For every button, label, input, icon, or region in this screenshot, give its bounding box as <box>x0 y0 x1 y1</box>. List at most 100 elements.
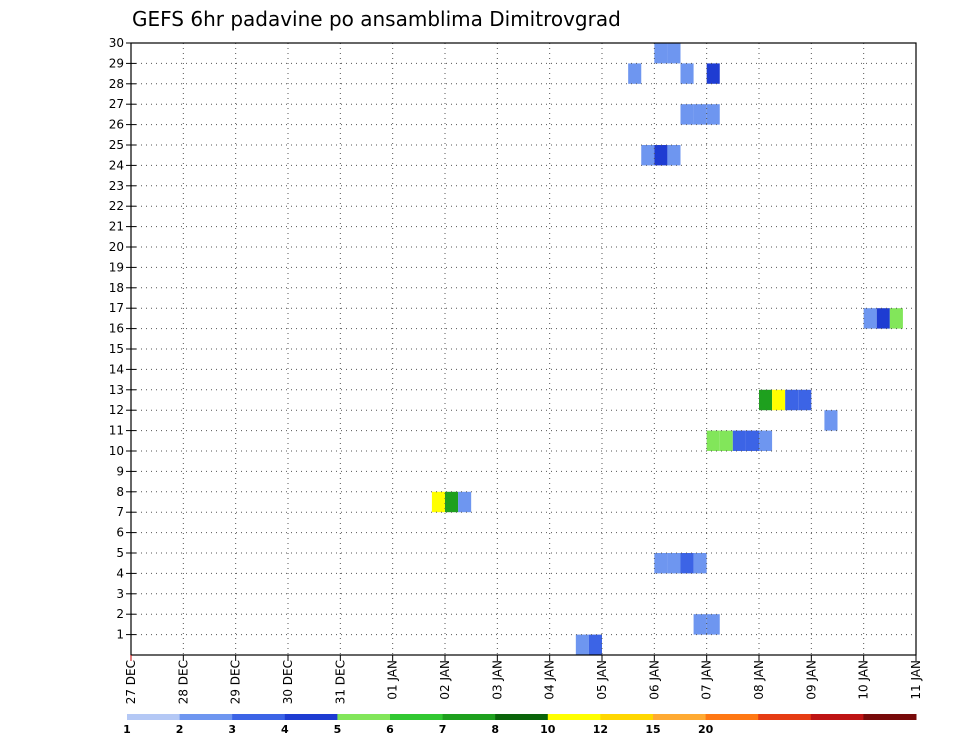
data-cell <box>745 430 759 451</box>
y-tick-label: 3 <box>116 587 124 601</box>
data-cell <box>706 63 720 84</box>
x-tick-label: 01 JAN <box>386 660 400 700</box>
chart-title: GEFS 6hr padavine po ansamblima Dimitrov… <box>132 7 621 31</box>
data-cell <box>719 430 733 451</box>
colorbar: 1 2 3 4 5 6 7 8 10 12 15 20 <box>123 714 917 736</box>
data-cell <box>759 430 773 451</box>
colorbar-segment <box>232 714 286 720</box>
x-tick-label: 27 DEC <box>124 660 138 704</box>
colorbar-segment <box>810 714 864 720</box>
y-tick-label: 23 <box>109 179 124 193</box>
x-tick-label: 31 DEC <box>333 660 347 704</box>
y-tick-label: 13 <box>109 383 124 397</box>
data-cell <box>706 104 720 125</box>
y-tick-label: 26 <box>109 118 124 132</box>
y-tick-label: 12 <box>109 403 124 417</box>
data-cell <box>876 308 890 329</box>
colorbar-label: 15 <box>645 723 660 736</box>
data-cell <box>667 43 681 64</box>
colorbar-label: 7 <box>439 723 447 736</box>
data-cell <box>863 308 877 329</box>
x-tick-label: 02 JAN <box>438 660 452 700</box>
y-tick-label: 5 <box>116 546 124 560</box>
colorbar-segment <box>179 714 233 720</box>
data-cell <box>575 634 589 655</box>
grid-lines <box>131 43 916 655</box>
x-tick-label: 29 DEC <box>229 660 243 704</box>
colorbar-segment <box>495 714 549 720</box>
x-tick-label: 28 DEC <box>176 660 190 704</box>
colorbar-label: 12 <box>593 723 608 736</box>
colorbar-label: 6 <box>386 723 394 736</box>
y-tick-label: 28 <box>109 77 124 91</box>
y-tick-label: 4 <box>116 566 124 580</box>
colorbar-segment <box>600 714 654 720</box>
colorbar-segment <box>127 714 181 720</box>
data-cell <box>458 491 472 513</box>
colorbar-label: 8 <box>491 723 499 736</box>
colorbar-segment <box>758 714 812 720</box>
data-cell <box>732 430 746 451</box>
colorbar-label: 20 <box>698 723 714 736</box>
colorbar-segment <box>863 714 917 720</box>
y-tick-label: 14 <box>109 362 124 376</box>
data-cell <box>628 63 642 84</box>
x-tick-label: 09 JAN <box>804 660 818 700</box>
data-cell <box>667 145 681 166</box>
y-tick-label: 21 <box>109 220 124 234</box>
data-cell <box>693 614 707 635</box>
y-tick-label: 15 <box>109 342 124 356</box>
data-cell <box>654 145 668 166</box>
data-cell <box>798 389 812 411</box>
y-tick-label: 20 <box>109 240 124 254</box>
colorbar-segment <box>442 714 496 720</box>
data-cell <box>654 553 668 574</box>
colorbar-segment <box>653 714 707 720</box>
data-cell <box>824 410 838 431</box>
colorbar-segment <box>284 714 338 720</box>
data-cell <box>680 553 694 574</box>
y-tick-label: 2 <box>116 607 124 621</box>
x-tick-label: 05 JAN <box>595 660 609 700</box>
data-cell <box>667 553 681 574</box>
data-cell <box>641 145 655 166</box>
colorbar-segment <box>705 714 759 720</box>
y-axis: 1234567891011121314151617181920212223242… <box>109 36 136 642</box>
data-cell <box>706 430 720 451</box>
data-cell <box>693 553 707 574</box>
x-tick-label: 07 JAN <box>700 660 714 700</box>
y-tick-label: 17 <box>109 301 124 315</box>
x-tick-label: 10 JAN <box>857 660 871 700</box>
y-tick-label: 25 <box>109 138 124 152</box>
y-tick-label: 18 <box>109 281 124 295</box>
colorbar-label: 2 <box>176 723 184 736</box>
y-tick-label: 22 <box>109 199 124 213</box>
x-tick-label: 06 JAN <box>647 660 661 700</box>
data-cell <box>431 491 445 513</box>
colorbar-label: 1 <box>123 723 131 736</box>
data-cell <box>654 43 668 64</box>
data-cell <box>889 308 903 329</box>
colorbar-segment <box>547 714 601 720</box>
y-tick-label: 9 <box>116 464 124 478</box>
y-tick-label: 7 <box>116 505 124 519</box>
x-tick-label: 03 JAN <box>490 660 504 700</box>
y-tick-label: 27 <box>109 97 124 111</box>
y-tick-label: 10 <box>109 444 124 458</box>
x-tick-label: 30 DEC <box>281 660 295 704</box>
colorbar-label: 4 <box>281 723 289 736</box>
y-tick-label: 1 <box>116 628 124 642</box>
colorbar-segment <box>390 714 444 720</box>
data-cell <box>772 389 786 411</box>
plot-area-frame <box>130 42 917 656</box>
data-cells <box>431 43 903 655</box>
x-tick-label: 04 JAN <box>543 660 557 700</box>
data-cell <box>680 63 694 84</box>
data-cell <box>445 491 459 513</box>
y-tick-label: 16 <box>109 322 124 336</box>
data-cell <box>680 104 694 125</box>
y-tick-label: 8 <box>116 485 124 499</box>
colorbar-label: 5 <box>334 723 342 736</box>
y-tick-label: 29 <box>109 56 124 70</box>
